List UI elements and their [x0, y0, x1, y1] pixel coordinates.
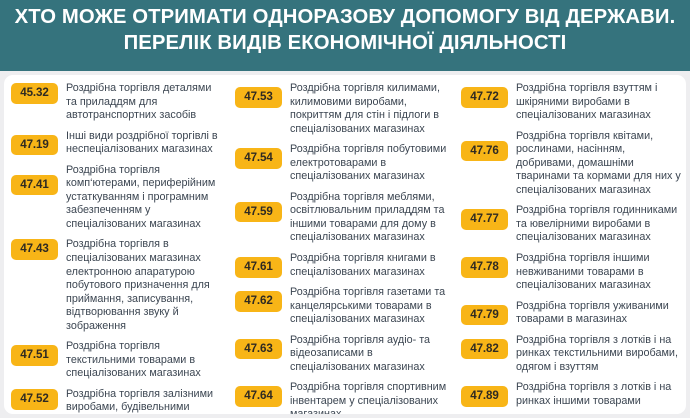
- kved-entry: 47.64 Роздрібна торгівля спортивним інвен…: [235, 381, 454, 414]
- kved-description: Роздрібна торгівля деталями та приладдям…: [66, 82, 212, 122]
- kved-entry: 47.82 Роздрібна торгівля з лотків і на ри…: [461, 334, 681, 375]
- kved-code-badge: 47.82: [461, 338, 508, 360]
- kved-code-badge: 47.61: [235, 257, 282, 278]
- kved-description: Роздрібна торгівля книгами в спеціалізов…: [290, 252, 436, 278]
- kved-description: Роздрібна торгівля меблями, освітлювальн…: [290, 190, 445, 244]
- kved-code-badge: 47.19: [11, 134, 58, 156]
- kved-entry: 47.77 Роздрібна торгівля годинниками та ю…: [461, 204, 681, 245]
- kved-code-badge: 47.64: [235, 386, 282, 407]
- kved-entry: 47.79 Роздрібна торгівля уживаними товара…: [461, 300, 681, 327]
- kved-entry: 47.54 Роздрібна торгівля побутовими елект…: [235, 143, 454, 184]
- kved-entry: 47.63 Роздрібна торгівля аудіо- та відеоз…: [235, 334, 454, 375]
- kved-entry: 47.52 Роздрібна торгівля залізними вироба…: [11, 388, 225, 414]
- kved-code-badge: 47.41: [11, 174, 58, 196]
- kved-code-badge: 47.59: [235, 201, 282, 223]
- kved-description: Роздрібна торгівля залізними виробами, б…: [66, 387, 214, 414]
- kved-entry: 47.43 Роздрібна торгівля в спеціалізовани…: [11, 238, 225, 333]
- kved-description: Роздрібна торгівля годинниками та ювелір…: [516, 204, 678, 244]
- kved-description: Роздрібна торгівля комп‘ютерами, перифер…: [66, 163, 216, 230]
- kved-description: Роздрібна торгівля текстильними товарами…: [66, 340, 201, 380]
- content-card: 45.32 Роздрібна торгівля деталями та прил…: [4, 75, 686, 414]
- kved-entry: 45.32 Роздрібна торгівля деталями та прил…: [11, 82, 225, 123]
- kved-entry: 47.61 Роздрібна торгівля книгами в спеціа…: [235, 252, 454, 279]
- header-title-line-2: ПЕРЕЛІК ВИДІВ ЕКОНОМІЧНОЇ ДІЯЛЬНОСТІ: [123, 31, 567, 54]
- page-header: ХТО МОЖЕ ОТРИМАТИ ОДНОРАЗОВУ ДОПОМОГУ ВІ…: [0, 0, 690, 71]
- kved-entry: 47.59 Роздрібна торгівля меблями, освітлю…: [235, 191, 454, 245]
- kved-code-badge: 47.63: [235, 338, 282, 360]
- kved-description: Роздрібна торгівля з лотків і на ринках …: [516, 381, 672, 407]
- kved-entry: 47.19 Інші види роздрібної торгівлі в нес…: [11, 130, 225, 157]
- kved-entry: 47.62 Роздрібна торгівля газетами та канц…: [235, 286, 454, 327]
- kved-entry: 47.72 Роздрібна торгівля взуттям і шкірян…: [461, 82, 681, 123]
- kved-code-badge: 47.89: [461, 386, 508, 407]
- column-1: 45.32 Роздрібна торгівля деталями та прил…: [4, 82, 231, 414]
- kved-entry: 47.78 Роздрібна торгівля іншими невживани…: [461, 252, 681, 293]
- kved-code-badge: 47.51: [11, 345, 58, 366]
- kved-code-badge: 47.72: [461, 87, 508, 108]
- kved-code-badge: 47.79: [461, 304, 508, 326]
- kved-code-badge: 47.62: [235, 291, 282, 312]
- kved-description: Роздрібна торгівля спортивним інвентарем…: [290, 381, 447, 414]
- kved-code-badge: 47.52: [11, 388, 58, 410]
- kved-description: Роздрібна торгівля килимами, килимовими …: [290, 82, 440, 135]
- kved-code-badge: 47.76: [461, 140, 508, 162]
- kved-description: Роздрібна торгівля взуттям і шкіряними в…: [516, 82, 658, 122]
- kved-entry: 47.76 Роздрібна торгівля квітами, рослина…: [461, 130, 681, 198]
- kved-code-badge: 45.32: [11, 83, 58, 104]
- kved-code-badge: 47.54: [235, 148, 282, 169]
- kved-description: Роздрібна торгівля квітами, рослинами, н…: [516, 129, 681, 196]
- kved-entry: 47.53 Роздрібна торгівля килимами, килимо…: [235, 82, 454, 136]
- column-2: 47.53 Роздрібна торгівля килимами, килимо…: [231, 82, 458, 414]
- header-title-line-1: ХТО МОЖЕ ОТРИМАТИ ОДНОРАЗОВУ ДОПОМОГУ ВІ…: [14, 6, 676, 28]
- kved-description: Роздрібна торгівля в спеціалізованих маг…: [66, 238, 210, 332]
- kved-description: Інші види роздрібної торгівлі в неспеціа…: [66, 129, 218, 156]
- kved-entry: 47.41 Роздрібна торгівля комп‘ютерами, пе…: [11, 164, 225, 232]
- kved-description: Роздрібна торгівля аудіо- та відеозаписа…: [290, 333, 431, 373]
- kved-description: Роздрібна торгівля уживаними товарами в …: [516, 299, 669, 326]
- kved-code-badge: 47.77: [461, 209, 508, 230]
- kved-entry: 47.51 Роздрібна торгівля текстильними тов…: [11, 340, 225, 381]
- kved-description: Роздрібна торгівля газетами та канцелярс…: [290, 286, 446, 326]
- kved-description: Роздрібна торгівля з лотків і на ринках …: [516, 333, 678, 373]
- kved-code-badge: 47.78: [461, 257, 508, 278]
- kved-entry: 47.89 Роздрібна торгівля з лотків і на ри…: [461, 381, 681, 408]
- kved-description: Роздрібна торгівля побутовими електротов…: [290, 143, 447, 183]
- column-3: 47.72 Роздрібна торгівля взуттям і шкірян…: [458, 82, 686, 414]
- kved-code-badge: 47.43: [11, 239, 58, 261]
- kved-code-badge: 47.53: [235, 87, 282, 108]
- kved-description: Роздрібна торгівля іншими невживаними то…: [516, 252, 651, 292]
